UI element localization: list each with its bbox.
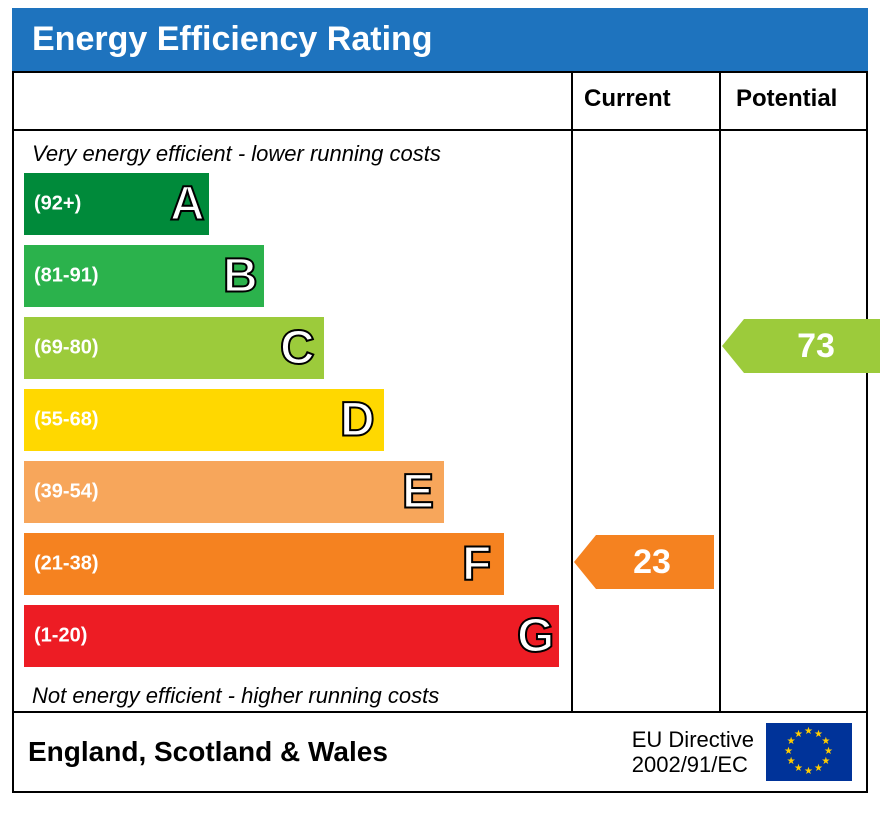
- band-F: (21-38) F: [24, 533, 856, 595]
- band-letter-E: E: [402, 465, 434, 520]
- eu-star: ★: [787, 756, 796, 767]
- chart-area: Very energy efficient - lower running co…: [14, 131, 866, 711]
- band-letter-F: F: [462, 537, 491, 592]
- header-row: Current Potential: [14, 73, 866, 131]
- pointer-potential: 73: [722, 319, 880, 373]
- pointer-current-value: 23: [596, 535, 714, 589]
- header-current: Current: [584, 85, 671, 113]
- eu-flag-icon: ★★★★★★★★★★★★: [766, 723, 852, 781]
- footer-directive: EU Directive 2002/91/EC: [632, 727, 754, 778]
- note-bottom: Not energy efficient - higher running co…: [32, 683, 439, 709]
- band-A: (92+) A: [24, 173, 856, 235]
- band-range-A: (92+): [34, 193, 81, 216]
- footer-region: England, Scotland & Wales: [28, 736, 632, 768]
- band-range-B: (81-91): [34, 265, 98, 288]
- band-letter-B: B: [223, 249, 258, 304]
- main-box: Current Potential Very energy efficient …: [12, 71, 868, 793]
- band-G: (1-20) G: [24, 605, 856, 667]
- band-bar-G: (1-20): [24, 605, 559, 667]
- footer-directive-line2: 2002/91/EC: [632, 752, 754, 777]
- footer-row: England, Scotland & Wales EU Directive 2…: [14, 711, 866, 791]
- band-letter-G: G: [517, 609, 554, 664]
- band-D: (55-68) D: [24, 389, 856, 451]
- band-letter-A: A: [170, 177, 205, 232]
- band-range-D: (55-68): [34, 409, 98, 432]
- band-bar-E: (39-54): [24, 461, 444, 523]
- band-bar-C: (69-80): [24, 317, 324, 379]
- note-top: Very energy efficient - lower running co…: [32, 141, 441, 167]
- title-text: Energy Efficiency Rating: [32, 20, 433, 58]
- pointer-potential-arrow: [722, 319, 744, 373]
- band-range-C: (69-80): [34, 337, 98, 360]
- eu-star: ★: [804, 766, 813, 777]
- eu-star: ★: [804, 726, 813, 737]
- epc-chart: Energy Efficiency Rating Current Potenti…: [0, 8, 880, 817]
- bands-container: (92+) A (81-91) B (69-80) C (55-68) D (39-54) E (2…: [24, 173, 856, 667]
- band-letter-D: D: [340, 393, 375, 448]
- eu-star: ★: [814, 763, 823, 774]
- eu-star: ★: [794, 729, 803, 740]
- pointer-current: 23: [574, 535, 714, 589]
- band-range-E: (39-54): [34, 481, 98, 504]
- footer-directive-line1: EU Directive: [632, 727, 754, 752]
- band-E: (39-54) E: [24, 461, 856, 523]
- band-B: (81-91) B: [24, 245, 856, 307]
- band-range-F: (21-38): [34, 553, 98, 576]
- band-letter-C: C: [280, 321, 315, 376]
- pointer-current-arrow: [574, 535, 596, 589]
- header-potential: Potential: [736, 85, 837, 113]
- band-bar-D: (55-68): [24, 389, 384, 451]
- band-range-G: (1-20): [34, 625, 87, 648]
- eu-star: ★: [784, 746, 793, 757]
- pointer-potential-value: 73: [744, 319, 880, 373]
- title-bar: Energy Efficiency Rating: [12, 8, 868, 71]
- band-bar-F: (21-38): [24, 533, 504, 595]
